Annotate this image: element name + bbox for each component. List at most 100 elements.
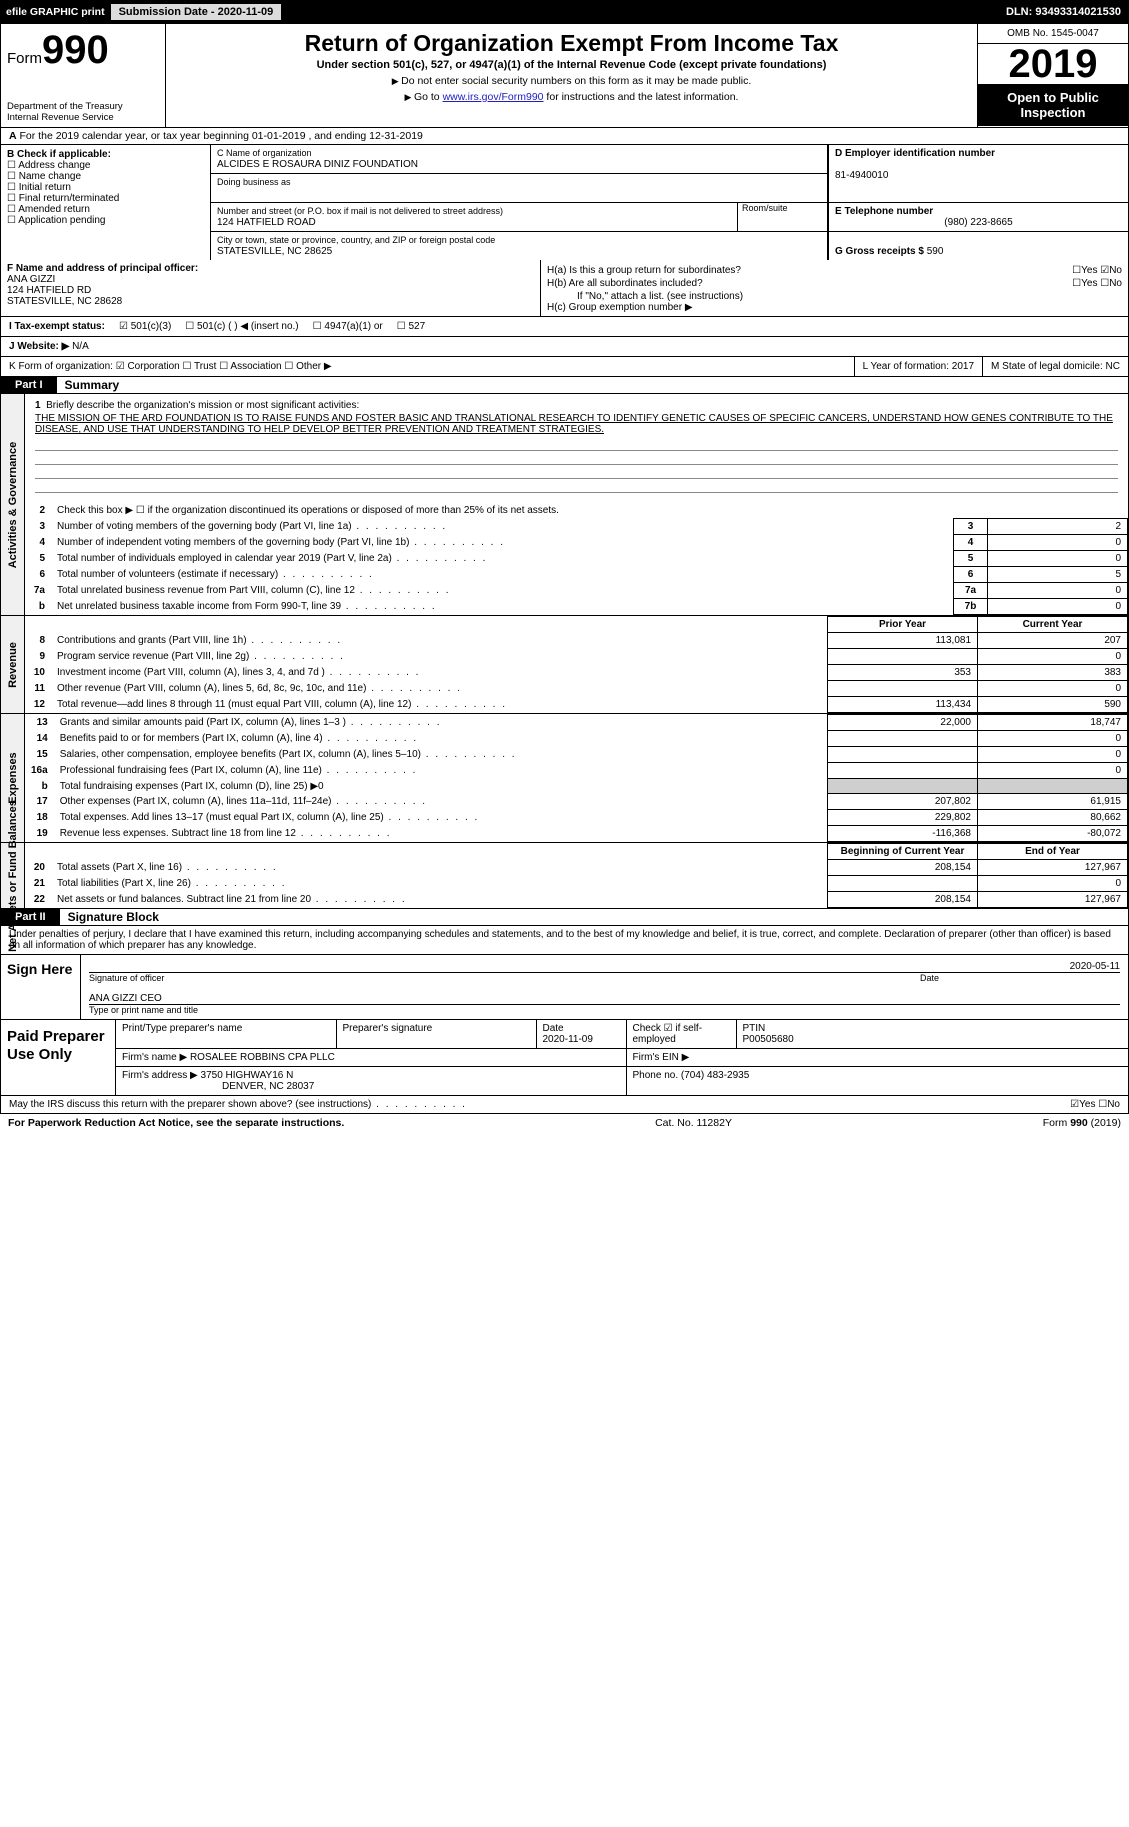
phone-lbl2: Phone no.: [633, 1070, 679, 1081]
p-h3: Date: [543, 1023, 564, 1034]
city-val: STATESVILLE, NC 28625: [217, 246, 332, 257]
sig-date: 2020-05-11: [1070, 961, 1120, 972]
part2-title: Signature Block: [60, 910, 159, 924]
m-txt: THE MISSION OF THE ARD FOUNDATION IS TO …: [35, 413, 1118, 435]
section-b-to-g: B Check if applicable: Address change Na…: [0, 145, 1129, 260]
p-h1: Print/Type preparer's name: [122, 1023, 242, 1034]
exp-table: 13Grants and similar amounts paid (Part …: [25, 714, 1128, 842]
sign-here-lbl: Sign Here: [1, 955, 81, 1019]
street-lbl: Number and street (or P.O. box if mail i…: [217, 206, 503, 216]
i-4947[interactable]: ☐ 4947(a)(1) or: [313, 321, 383, 332]
rev-section: Revenue Prior YearCurrent Year8Contribut…: [0, 616, 1129, 714]
paid-table: Print/Type preparer's name Preparer's si…: [116, 1020, 1128, 1095]
vtab-net-lbl: Net Assets or Fund Balances: [7, 800, 19, 952]
sig-officer-lbl: Signature of officer: [89, 973, 920, 983]
col-c: C Name of organization ALCIDES E ROSAURA…: [211, 145, 1128, 260]
chk-pending[interactable]: Application pending: [7, 215, 204, 226]
vtab-gov: Activities & Governance: [1, 394, 25, 615]
row-i-tax: I Tax-exempt status: ☑ 501(c)(3) ☐ 501(c…: [0, 317, 1129, 337]
addr-lbl: Firm's address ▶: [122, 1070, 198, 1081]
ha-q: H(a) Is this a group return for subordin…: [547, 265, 741, 276]
vtab-exp-lbl: Expenses: [7, 752, 19, 803]
ha-no[interactable]: No: [1109, 265, 1122, 276]
form-subtitle: Under section 501(c), 527, or 4947(a)(1)…: [176, 59, 967, 71]
chk-amended[interactable]: Amended return: [7, 204, 204, 215]
phone-lbl: E Telephone number: [835, 206, 933, 217]
vtab-rev: Revenue: [1, 616, 25, 713]
col-b: B Check if applicable: Address change Na…: [1, 145, 211, 260]
city-cell: City or town, state or province, country…: [211, 232, 827, 260]
f-addr2: STATESVILLE, NC 28628: [7, 296, 122, 307]
j-val: N/A: [72, 341, 89, 352]
sig-block: Under penalties of perjury, I declare th…: [0, 926, 1129, 1020]
discuss-no[interactable]: No: [1107, 1099, 1120, 1110]
addr2-val: DENVER, NC 28037: [122, 1081, 314, 1092]
gross-cell: G Gross receipts $ 590: [829, 232, 1128, 260]
footer-r: Form 990 (2019): [1043, 1117, 1121, 1129]
ein-lbl: D Employer identification number: [835, 148, 995, 159]
ul4: [35, 479, 1118, 493]
l-year: L Year of formation: 2017: [855, 357, 983, 376]
gross-lbl: G Gross receipts $: [835, 246, 927, 257]
form-word: Form: [7, 50, 42, 67]
ha-yes[interactable]: Yes: [1081, 265, 1097, 276]
net-content: Beginning of Current YearEnd of Year20To…: [25, 843, 1128, 908]
org-name: ALCIDES E ROSAURA DINIZ FOUNDATION: [217, 159, 418, 170]
hb-yes[interactable]: Yes: [1081, 278, 1097, 289]
chk-final[interactable]: Final return/terminated: [7, 193, 204, 204]
hb-no[interactable]: No: [1109, 278, 1122, 289]
part1-pill: Part I: [1, 377, 57, 393]
i-501c3[interactable]: ☑ 501(c)(3): [119, 321, 171, 332]
paid-lbl: Paid Preparer Use Only: [1, 1020, 116, 1095]
note2-post: for instructions and the latest informat…: [544, 91, 739, 103]
row-j: J Website: ▶ N/A: [0, 337, 1129, 357]
efile-label: efile GRAPHIC print: [0, 6, 111, 18]
p-h4: Check ☑ if self-employed: [633, 1023, 703, 1045]
gov-section: Activities & Governance 1 Briefly descri…: [0, 394, 1129, 616]
street-cell: Number and street (or P.O. box if mail i…: [211, 203, 827, 232]
discuss-yes[interactable]: Yes: [1079, 1099, 1095, 1110]
discuss-q: May the IRS discuss this return with the…: [9, 1099, 1070, 1110]
gov-content: 1 Briefly describe the organization's mi…: [25, 394, 1128, 615]
vtab-rev-lbl: Revenue: [7, 642, 19, 688]
m-state: M State of legal domicile: NC: [983, 357, 1128, 376]
addr-val: 3750 HIGHWAY16 N: [201, 1070, 294, 1081]
line-a-text: For the 2019 calendar year, or tax year …: [20, 130, 423, 142]
ul3: [35, 465, 1118, 479]
i1: 501(c)(3): [131, 321, 172, 332]
name-lbl: C Name of organization: [217, 148, 312, 158]
dba-cell: Doing business as: [211, 174, 827, 203]
i-lbl: I Tax-exempt status:: [9, 321, 105, 332]
header-left: Form990 Department of the Treasury Inter…: [1, 24, 166, 127]
omb-number: OMB No. 1545-0047: [978, 24, 1128, 44]
net-section: Net Assets or Fund Balances Beginning of…: [0, 843, 1129, 909]
col-f: F Name and address of principal officer:…: [1, 260, 541, 316]
chk-namechange[interactable]: Name change: [7, 171, 204, 182]
ul2: [35, 451, 1118, 465]
sig-date-lbl: Date: [920, 973, 1120, 983]
tax-year: 2019: [978, 44, 1128, 84]
i4: 527: [409, 321, 426, 332]
part1-title: Summary: [57, 378, 120, 392]
phone-cell: E Telephone number (980) 223-8665: [829, 203, 1128, 232]
form-title: Return of Organization Exempt From Incom…: [176, 30, 967, 57]
j-lbl: J Website: ▶: [9, 341, 72, 352]
i-527[interactable]: ☐ 527: [397, 321, 425, 332]
row-klm: K Form of organization: ☑ Corporation ☐ …: [0, 357, 1129, 377]
org-name-cell: C Name of organization ALCIDES E ROSAURA…: [211, 145, 827, 174]
dba-lbl: Doing business as: [217, 177, 291, 187]
sig-declaration: Under penalties of perjury, I declare th…: [1, 926, 1128, 954]
hc: H(c) Group exemption number ▶: [547, 302, 1122, 313]
i3: 4947(a)(1) or: [324, 321, 382, 332]
chk-address[interactable]: Address change: [7, 160, 204, 171]
footer: For Paperwork Reduction Act Notice, see …: [0, 1114, 1129, 1132]
exp-content: 13Grants and similar amounts paid (Part …: [25, 714, 1128, 842]
hb-yn: ☐Yes ☐No: [1072, 278, 1122, 289]
firm-lbl: Firm's name ▶: [122, 1052, 187, 1063]
i-501c[interactable]: ☐ 501(c) ( ) ◀ (insert no.): [185, 321, 298, 332]
chk-initial[interactable]: Initial return: [7, 182, 204, 193]
note-ssn: Do not enter social security numbers on …: [176, 75, 967, 87]
irs-link[interactable]: www.irs.gov/Form990: [443, 91, 544, 103]
h-note: If "No," attach a list. (see instruction…: [547, 291, 1122, 302]
hb-q: H(b) Are all subordinates included?: [547, 278, 703, 289]
